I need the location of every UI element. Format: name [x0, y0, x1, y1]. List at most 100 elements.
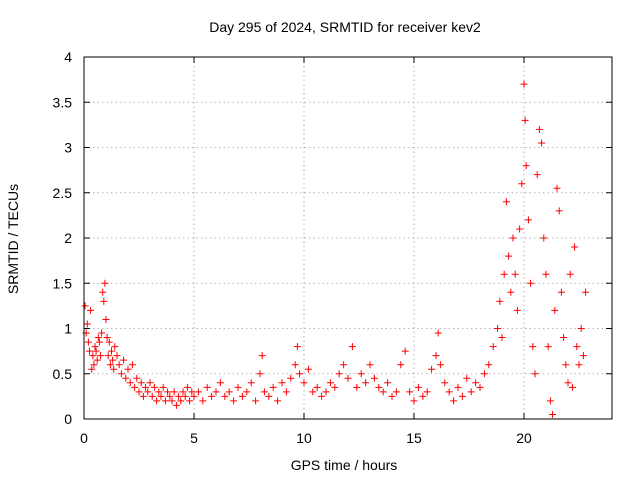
data-point: [379, 388, 387, 396]
data-point: [480, 370, 488, 378]
data-point: [252, 397, 260, 405]
data-point: [423, 388, 431, 396]
data-point: [370, 374, 378, 382]
data-point: [291, 361, 299, 369]
data-point: [489, 343, 497, 351]
data-point: [186, 397, 194, 405]
data-point: [128, 361, 136, 369]
data-point: [93, 356, 101, 364]
data-point: [133, 374, 141, 382]
data-point: [274, 397, 282, 405]
data-point: [397, 361, 405, 369]
data-point: [208, 392, 216, 400]
data-point: [313, 383, 321, 391]
data-point: [434, 329, 442, 337]
y-tick-label: 2.5: [53, 185, 73, 201]
data-point: [155, 388, 163, 396]
y-tick-label: 3: [64, 140, 72, 156]
data-point: [92, 347, 100, 355]
data-point: [458, 392, 466, 400]
data-point: [90, 361, 98, 369]
data-point: [498, 334, 506, 342]
data-point: [521, 116, 529, 124]
x-tick-label: 20: [516, 430, 532, 446]
data-point: [524, 216, 532, 224]
data-point: [179, 388, 187, 396]
data-point: [542, 270, 550, 278]
data-point: [562, 361, 570, 369]
data-point: [463, 374, 471, 382]
data-point: [348, 343, 356, 351]
data-point: [406, 388, 414, 396]
data-point: [511, 270, 519, 278]
data-point: [331, 383, 339, 391]
data-point: [103, 334, 111, 342]
data-point: [445, 388, 453, 396]
data-point: [485, 361, 493, 369]
data-point: [362, 379, 370, 387]
data-point: [582, 288, 590, 296]
data-point: [278, 379, 286, 387]
data-point: [260, 388, 268, 396]
data-point: [472, 379, 480, 387]
data-point: [98, 329, 106, 337]
y-tick-label: 0.5: [53, 366, 73, 382]
chart-title: Day 295 of 2024, SRMTID for receiver kev…: [209, 19, 481, 35]
data-point: [139, 392, 147, 400]
data-point: [87, 306, 95, 314]
data-point: [392, 388, 400, 396]
data-point: [170, 388, 178, 396]
data-point: [188, 388, 196, 396]
data-point: [166, 392, 174, 400]
data-point: [212, 388, 220, 396]
data-point: [282, 388, 290, 396]
data-point: [546, 397, 554, 405]
data-point: [183, 383, 191, 391]
data-point: [113, 352, 121, 360]
data-point: [287, 374, 295, 382]
data-point: [221, 392, 229, 400]
data-point: [551, 306, 559, 314]
data-point: [175, 392, 183, 400]
data-point: [120, 356, 128, 364]
data-point: [326, 379, 334, 387]
data-point: [258, 352, 266, 360]
data-point: [106, 361, 114, 369]
data-point: [535, 125, 543, 133]
data-point: [100, 297, 108, 305]
y-tick-label: 2: [64, 230, 72, 246]
data-point: [95, 338, 103, 346]
data-point: [157, 392, 165, 400]
x-tick-label: 0: [80, 430, 88, 446]
data-point: [568, 383, 576, 391]
data-point: [553, 184, 561, 192]
y-tick-label: 3.5: [53, 94, 73, 110]
data-point: [344, 374, 352, 382]
y-axis-label: SRMTID / TECUs: [5, 184, 21, 294]
data-point: [579, 352, 587, 360]
data-point: [441, 379, 449, 387]
data-point: [384, 379, 392, 387]
data-point: [577, 325, 585, 332]
data-point: [467, 388, 475, 396]
data-point: [304, 365, 312, 373]
data-point: [564, 379, 572, 387]
data-point: [509, 234, 517, 242]
data-point: [161, 397, 169, 405]
data-point: [410, 397, 418, 405]
data-point: [164, 388, 172, 396]
data-point: [436, 361, 444, 369]
y-tick-label: 1.5: [53, 275, 73, 291]
x-axis-label: GPS time / hours: [291, 457, 398, 473]
data-point: [230, 397, 238, 405]
data-point: [190, 392, 198, 400]
data-point: [432, 352, 440, 360]
data-point: [507, 288, 515, 296]
data-point: [533, 171, 541, 179]
data-point: [496, 297, 504, 305]
data-point: [500, 270, 508, 278]
data-point: [234, 383, 242, 391]
data-point: [94, 334, 102, 342]
data-point: [357, 370, 365, 378]
data-point: [124, 365, 132, 373]
